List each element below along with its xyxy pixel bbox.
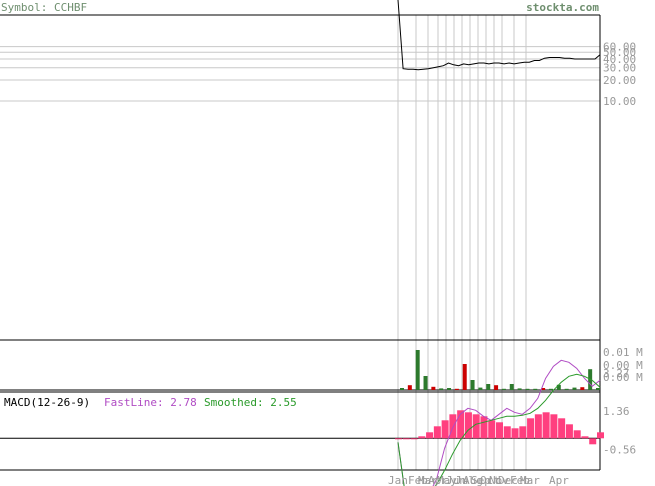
volume-bar	[431, 386, 436, 390]
symbol-label: Symbol: CCHBF	[1, 1, 87, 14]
macd-axis-ticks: 3.27 1.36 -0.56	[603, 367, 636, 457]
macd-hist-bar	[418, 436, 426, 439]
volume-bar	[478, 387, 483, 390]
x-axis-label: Feb	[510, 474, 530, 486]
volume-bar	[517, 388, 522, 390]
x-axis-label: Sep	[471, 474, 491, 486]
macd-fast-line	[397, 359, 601, 486]
macd-hist-bar	[597, 432, 604, 439]
x-axis-label: Aug	[463, 474, 483, 486]
price-tick-label: 30.00	[603, 62, 636, 75]
volume-bar	[462, 364, 467, 390]
macd-hist-bar	[573, 430, 581, 439]
volume-bar	[400, 388, 404, 390]
x-axis-labels: Jan FebMarAprMayJunJulAugSepOctNovDecFebM…	[388, 474, 569, 486]
macd-hist-bar	[426, 432, 434, 439]
volume-bar	[556, 384, 561, 390]
volume-bar	[580, 387, 585, 390]
volume-bar	[596, 388, 600, 390]
macd-hist-bar	[480, 416, 488, 439]
macd-hist-bar	[395, 438, 402, 440]
price-tick-label: 50.00	[603, 46, 636, 59]
macd-hist-bar	[457, 410, 465, 439]
x-axis-label: Mar	[418, 474, 438, 486]
volume-bar	[541, 388, 546, 390]
volume-bar	[447, 388, 452, 390]
macd-hist-bar	[542, 412, 550, 439]
macd-hist-bar	[433, 426, 441, 439]
volume-bar	[415, 350, 420, 390]
volume-bar	[533, 388, 538, 390]
volume-bar	[509, 384, 514, 390]
macd-tick-label: 1.36	[603, 405, 630, 418]
x-axis-label: Dec	[498, 474, 518, 486]
volume-bar	[407, 385, 412, 390]
x-axis-label: Jan	[388, 474, 408, 486]
macd-hist-bar	[449, 414, 457, 439]
macd-hist-bar	[441, 420, 449, 439]
macd-hist-bar	[402, 438, 410, 440]
macd-hist-bar	[511, 428, 519, 439]
volume-bars	[400, 350, 600, 390]
macd-hist-bar	[496, 422, 503, 439]
panel-frames	[0, 14, 601, 471]
x-axis-label: Jul	[455, 474, 475, 486]
volume-bar	[470, 380, 475, 390]
x-axis-label: Mar	[520, 474, 540, 486]
macd-fast-label: FastLine: 2.78	[104, 396, 197, 409]
macd-hist-bar	[550, 414, 558, 439]
macd-hist-bar	[519, 426, 527, 439]
price-tick-label: 60.00	[603, 41, 636, 54]
macd-tick-label: -0.56	[603, 444, 636, 457]
volume-bar	[486, 384, 491, 390]
volume-bar	[439, 388, 444, 390]
macd-hist-bar	[527, 418, 535, 439]
macd-hist-bar	[464, 412, 472, 439]
volume-tick-label: 0.01 M	[603, 346, 643, 359]
macd-smoothed-line	[397, 373, 601, 486]
volume-tick-label: 0.00 M	[603, 359, 643, 372]
x-axis-label: Apr	[428, 474, 448, 486]
volume-bar	[572, 387, 577, 390]
price-tick-label: 10.00	[603, 95, 636, 108]
macd-hist-bar	[488, 420, 496, 439]
macd-smoothed-label: Smoothed: 2.55	[204, 396, 297, 409]
volume-bar	[525, 388, 530, 390]
x-axis-label: Jun	[446, 474, 466, 486]
macd-hist-bar	[472, 414, 480, 439]
volume-bar	[501, 388, 506, 390]
price-grid	[0, 46, 600, 102]
macd-hist-bar	[589, 438, 597, 445]
macd-hist-bar	[558, 418, 566, 439]
x-axis-label: Nov	[489, 474, 509, 486]
x-axis-label: Feb	[408, 474, 428, 486]
price-line	[397, 0, 601, 71]
x-axis-label: Apr	[549, 474, 569, 486]
macd-hist-bar	[581, 436, 589, 439]
macd-hist-bar	[534, 414, 542, 439]
macd-histogram	[0, 410, 604, 445]
macd-hist-bar	[410, 438, 418, 440]
volume-bar	[494, 385, 499, 390]
volume-axis-ticks: 0.01 M0.00 M0.00 M	[603, 346, 643, 384]
x-axis-label: Oct	[480, 474, 500, 486]
volume-bar	[423, 376, 428, 390]
macd-hist-bar	[503, 426, 511, 439]
price-tick-label: 40.00	[603, 53, 636, 66]
macd-title: MACD(12-26-9)	[4, 396, 90, 409]
vertical-grid	[397, 15, 527, 470]
macd-tick-label: 3.27	[603, 367, 630, 380]
x-axis-label: May	[437, 474, 457, 486]
volume-bar	[454, 388, 459, 390]
volume-bar	[564, 388, 569, 390]
macd-hist-bar	[565, 424, 573, 439]
site-label: stockta.com	[526, 1, 599, 14]
volume-tick-label: 0.00 M	[603, 371, 643, 384]
price-tick-label: 20.00	[603, 74, 636, 87]
volume-bar	[548, 388, 553, 390]
